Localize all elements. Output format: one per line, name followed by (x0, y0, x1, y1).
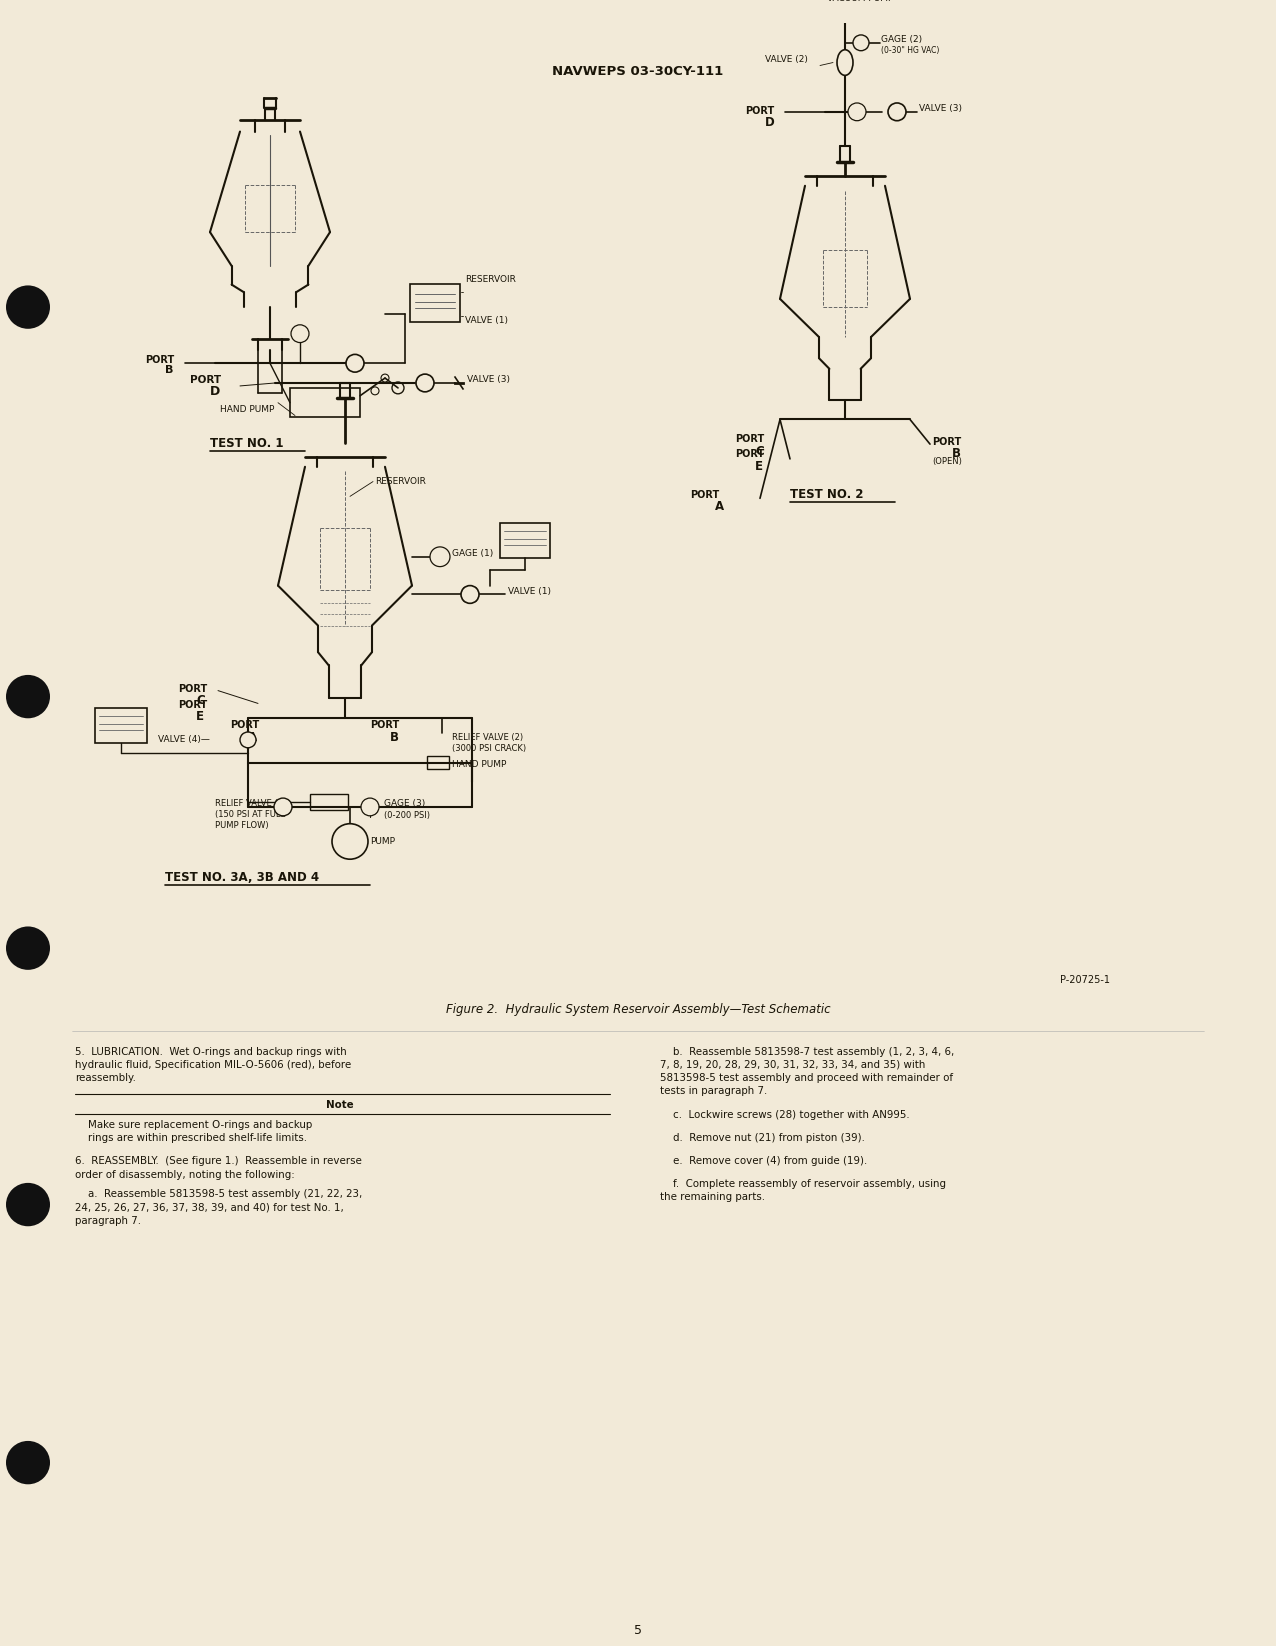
Text: E: E (755, 459, 763, 472)
Bar (310, 793, 348, 810)
Bar (427, 756, 449, 769)
Text: (0-200 PSI): (0-200 PSI) (384, 811, 430, 820)
Text: B: B (390, 731, 399, 744)
Circle shape (240, 732, 256, 747)
Text: B: B (165, 365, 174, 375)
Circle shape (461, 586, 478, 604)
Text: RESERVOIR: RESERVOIR (464, 275, 516, 283)
Text: PORT: PORT (370, 721, 399, 731)
Circle shape (274, 798, 292, 816)
Text: HAND PUMP: HAND PUMP (452, 759, 507, 769)
Text: RELIEF VALVE (1): RELIEF VALVE (1) (214, 798, 286, 808)
Text: 5.  LUBRICATION.  Wet O-rings and backup rings with: 5. LUBRICATION. Wet O-rings and backup r… (75, 1047, 347, 1057)
Text: VALVE (3): VALVE (3) (467, 375, 510, 384)
Circle shape (430, 546, 450, 566)
Text: GAGE (3): GAGE (3) (384, 798, 425, 808)
Text: PUMP FLOW): PUMP FLOW) (214, 821, 269, 830)
Text: (3000 PSI CRACK): (3000 PSI CRACK) (452, 744, 526, 752)
Text: f.  Complete reassembly of reservoir assembly, using: f. Complete reassembly of reservoir asse… (660, 1179, 946, 1188)
Text: Make sure replacement O-rings and backup: Make sure replacement O-rings and backup (75, 1119, 313, 1131)
Text: RELIEF VALVE (2): RELIEF VALVE (2) (452, 732, 523, 742)
Circle shape (332, 823, 367, 859)
Circle shape (6, 1183, 50, 1226)
Text: D: D (766, 115, 775, 128)
Text: a.  Reassemble 5813598-5 test assembly (21, 22, 23,: a. Reassemble 5813598-5 test assembly (2… (75, 1188, 362, 1198)
Text: VALVE (1): VALVE (1) (508, 586, 551, 596)
Text: Note: Note (327, 1100, 353, 1111)
Text: hydraulic fluid, Specification MIL-O-5606 (red), before: hydraulic fluid, Specification MIL-O-560… (75, 1060, 351, 1070)
Text: A: A (715, 500, 723, 514)
Text: VALVE (3): VALVE (3) (919, 104, 962, 114)
Circle shape (416, 374, 434, 392)
Text: D: D (211, 385, 221, 398)
Text: c.  Lockwire screws (28) together with AN995.: c. Lockwire screws (28) together with AN… (660, 1109, 910, 1119)
Circle shape (6, 927, 50, 969)
Text: E: E (197, 711, 204, 723)
Circle shape (852, 35, 869, 51)
Text: reassembly.: reassembly. (75, 1073, 135, 1083)
Text: A: A (248, 731, 258, 744)
Bar (410, 285, 461, 323)
Text: Figure 2.  Hydraulic System Reservoir Assembly—Test Schematic: Figure 2. Hydraulic System Reservoir Ass… (445, 1002, 831, 1016)
Text: TEST NO. 1: TEST NO. 1 (211, 438, 283, 451)
Text: PORT: PORT (177, 701, 207, 711)
Text: e.  Remove cover (4) from guide (19).: e. Remove cover (4) from guide (19). (660, 1155, 868, 1165)
Text: PORT: PORT (735, 435, 764, 444)
Text: PORT: PORT (690, 491, 720, 500)
Text: tests in paragraph 7.: tests in paragraph 7. (660, 1086, 767, 1096)
Circle shape (849, 104, 866, 120)
Text: RESERVOIR: RESERVOIR (375, 477, 426, 486)
Text: 7, 8, 19, 20, 28, 29, 30, 31, 32, 33, 34, and 35) with: 7, 8, 19, 20, 28, 29, 30, 31, 32, 33, 34… (660, 1060, 925, 1070)
Text: GAGE (2): GAGE (2) (880, 35, 923, 44)
Text: GAGE (1): GAGE (1) (452, 548, 494, 558)
Text: TEST NO. 3A, 3B AND 4: TEST NO. 3A, 3B AND 4 (165, 871, 319, 884)
Circle shape (6, 1440, 50, 1485)
Text: PORT: PORT (190, 375, 221, 385)
Text: PORT: PORT (145, 356, 175, 365)
Text: PORT: PORT (230, 721, 259, 731)
Text: paragraph 7.: paragraph 7. (75, 1216, 142, 1226)
Text: PORT: PORT (177, 683, 207, 693)
Text: the remaining parts.: the remaining parts. (660, 1192, 766, 1203)
Text: 5: 5 (634, 1625, 642, 1638)
Text: VACUUM PUMP: VACUUM PUMP (827, 0, 893, 3)
Text: VALVE (1): VALVE (1) (464, 316, 508, 324)
Text: 6.  REASSEMBLY.  (See figure 1.)  Reassemble in reverse: 6. REASSEMBLY. (See figure 1.) Reassembl… (75, 1157, 362, 1167)
Text: 24, 25, 26, 27, 36, 37, 38, 39, and 40) for test No. 1,: 24, 25, 26, 27, 36, 37, 38, 39, and 40) … (75, 1202, 343, 1213)
Circle shape (346, 354, 364, 372)
Bar (500, 523, 550, 558)
Text: d.  Remove nut (21) from piston (39).: d. Remove nut (21) from piston (39). (660, 1132, 865, 1142)
Text: C: C (197, 693, 204, 706)
Circle shape (361, 798, 379, 816)
Text: 5813598-5 test assembly and proceed with remainder of: 5813598-5 test assembly and proceed with… (660, 1073, 953, 1083)
Text: NAVWEPS 03-30CY-111: NAVWEPS 03-30CY-111 (553, 64, 723, 77)
Bar (94, 708, 147, 742)
Text: PORT: PORT (735, 449, 764, 459)
Text: P-20725-1: P-20725-1 (1060, 974, 1110, 984)
Text: rings are within prescribed shelf-life limits.: rings are within prescribed shelf-life l… (75, 1134, 308, 1144)
Text: TEST NO. 2: TEST NO. 2 (790, 489, 864, 502)
Text: (OPEN): (OPEN) (931, 458, 962, 466)
Circle shape (6, 675, 50, 718)
Circle shape (6, 285, 50, 329)
Text: b.  Reassemble 5813598-7 test assembly (1, 2, 3, 4, 6,: b. Reassemble 5813598-7 test assembly (1… (660, 1047, 954, 1057)
Text: B: B (952, 448, 961, 461)
Text: HAND PUMP: HAND PUMP (219, 405, 274, 413)
Text: order of disassembly, noting the following:: order of disassembly, noting the followi… (75, 1170, 295, 1180)
Circle shape (888, 104, 906, 120)
Text: PUMP: PUMP (370, 836, 396, 846)
Text: (0-30" HG VAC): (0-30" HG VAC) (880, 46, 939, 54)
Text: (150 PSI AT FULL: (150 PSI AT FULL (214, 810, 285, 820)
Circle shape (291, 324, 309, 342)
Text: VALVE (2): VALVE (2) (766, 54, 808, 64)
Text: C: C (755, 444, 764, 458)
Text: PORT: PORT (931, 438, 961, 448)
Ellipse shape (837, 49, 852, 76)
Text: VALVE (4)—: VALVE (4)— (158, 736, 209, 744)
Bar (290, 388, 360, 418)
Text: PORT: PORT (745, 105, 775, 115)
